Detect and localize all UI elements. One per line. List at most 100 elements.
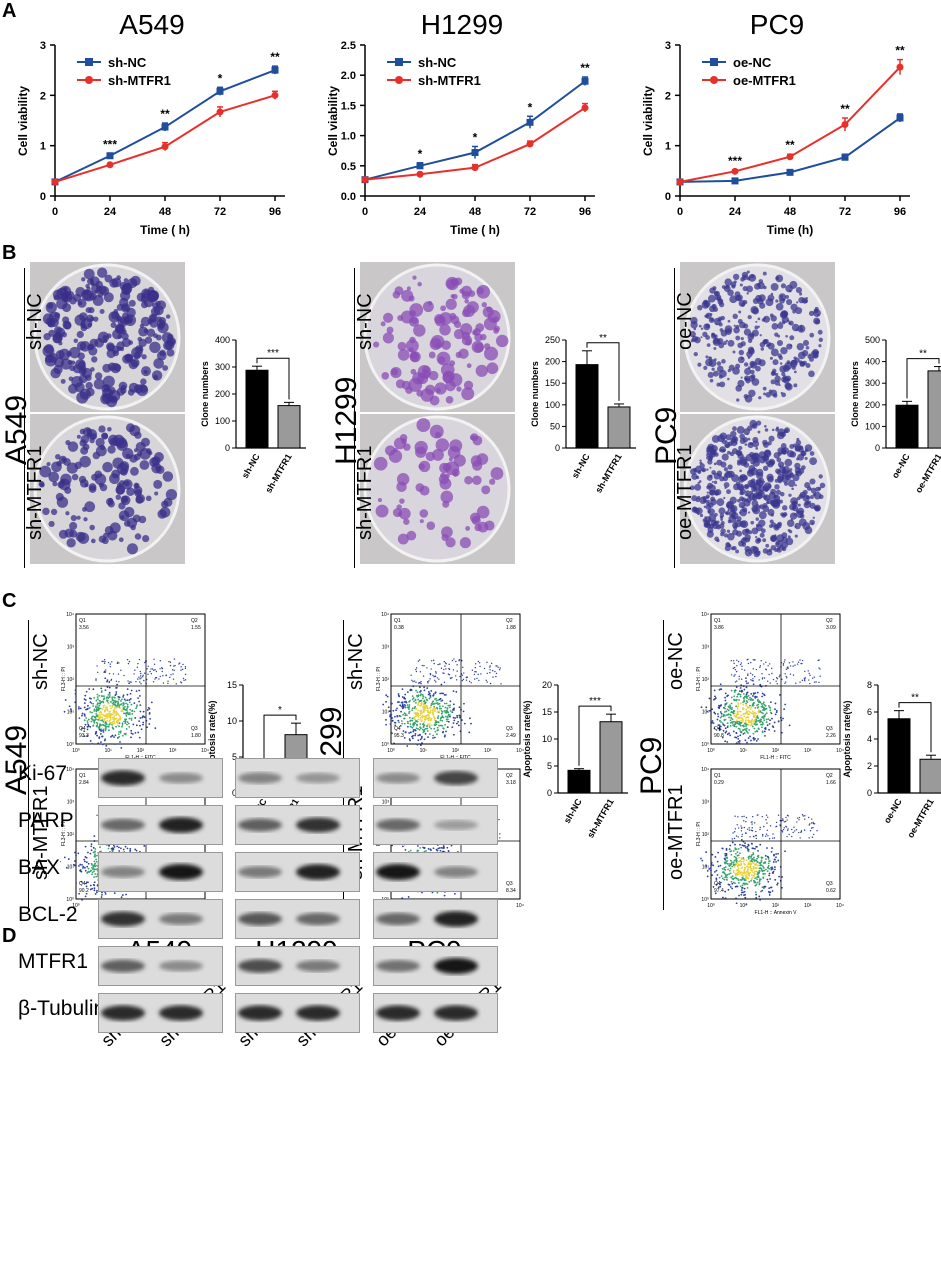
colony: [813, 308, 819, 314]
event-dot: [746, 705, 749, 708]
event-dot: [417, 739, 420, 742]
event-dot: [489, 669, 491, 671]
event-dot: [411, 717, 414, 720]
event-dot: [417, 660, 420, 662]
event-dot: [90, 720, 93, 723]
colony: [750, 460, 755, 465]
event-dot: [409, 739, 411, 742]
event-dot: [424, 732, 427, 735]
colony: [392, 291, 401, 299]
event-dot: [414, 734, 416, 737]
quadrant-label: Q2: [506, 618, 513, 624]
event-dot: [398, 714, 401, 717]
colony: [76, 330, 84, 339]
colony: [405, 339, 419, 353]
colony: [705, 504, 712, 510]
event-dot: [137, 678, 139, 680]
colony: [432, 448, 444, 461]
event-dot: [440, 700, 443, 703]
event-dot: [489, 665, 491, 667]
colony: [763, 285, 767, 290]
event-dot: [84, 715, 86, 717]
event-dot: [106, 679, 109, 681]
colony: [706, 445, 714, 453]
colony: [419, 509, 429, 518]
colony: [793, 370, 797, 374]
event-dot: [443, 702, 446, 705]
event-dot: [143, 716, 146, 719]
event-dot: [769, 709, 772, 712]
colony: [410, 368, 417, 375]
event-dot: [94, 873, 97, 875]
quadrant-label: Q3: [506, 726, 513, 732]
colony: [143, 289, 150, 296]
event-dot: [427, 719, 430, 722]
colony: [726, 489, 731, 495]
colony: [153, 452, 164, 462]
event-dot: [738, 699, 740, 701]
quadrant-value: 3.18: [506, 780, 516, 786]
colony: [420, 388, 434, 402]
colony: [65, 440, 71, 446]
colony: [706, 496, 709, 499]
colony: [102, 334, 108, 340]
event-dot: [767, 704, 770, 707]
event-dot: [465, 676, 467, 679]
event-dot: [173, 669, 175, 672]
colony: [818, 344, 822, 348]
event-dot: [159, 675, 161, 678]
event-dot: [449, 677, 452, 679]
colony: [157, 509, 167, 519]
event-dot: [74, 860, 76, 862]
colony: [739, 433, 745, 440]
event-dot: [808, 672, 810, 675]
colony: [139, 460, 150, 470]
event-dot: [87, 707, 89, 710]
colony: [812, 516, 815, 519]
event-dot: [78, 706, 80, 708]
colony: [397, 533, 409, 545]
colony: [703, 505, 707, 509]
colony: [401, 438, 407, 445]
event-dot: [89, 725, 92, 728]
colony: [789, 468, 793, 471]
colony: [723, 482, 730, 488]
event-dot: [441, 719, 444, 722]
significance-marker: **: [919, 349, 927, 360]
event-dot: [720, 715, 723, 718]
event-dot: [434, 722, 437, 724]
event-dot: [425, 698, 428, 701]
event-dot: [433, 662, 435, 665]
event-dot: [93, 721, 96, 724]
row-label-control: sh-NC: [354, 293, 376, 350]
event-dot: [172, 678, 175, 680]
event-dot: [94, 853, 96, 856]
event-dot: [417, 694, 420, 697]
event-dot: [455, 679, 458, 681]
significance-marker: **: [840, 102, 850, 116]
event-dot: [138, 720, 141, 723]
colony: [461, 387, 475, 401]
event-dot: [96, 889, 98, 892]
event-dot: [115, 721, 118, 724]
event-dot: [796, 663, 799, 665]
legend-marker: [710, 58, 718, 66]
colony: [718, 507, 726, 515]
event-dot: [742, 713, 745, 715]
colony: [804, 456, 808, 460]
event-dot: [759, 700, 761, 703]
event-dot: [760, 723, 762, 726]
event-dot: [420, 712, 423, 714]
colony: [740, 341, 746, 347]
event-dot: [447, 673, 450, 675]
quadrant-label: Q1: [79, 618, 86, 624]
event-dot: [137, 662, 139, 665]
colony: [113, 363, 122, 372]
x-tick-label: sh-NC: [562, 797, 584, 825]
event-dot: [118, 681, 120, 683]
event-dot: [97, 742, 100, 745]
event-dot: [117, 702, 119, 705]
event-dot: [86, 735, 89, 737]
quadrant-label: Q3: [506, 881, 513, 887]
colony: [82, 289, 89, 295]
